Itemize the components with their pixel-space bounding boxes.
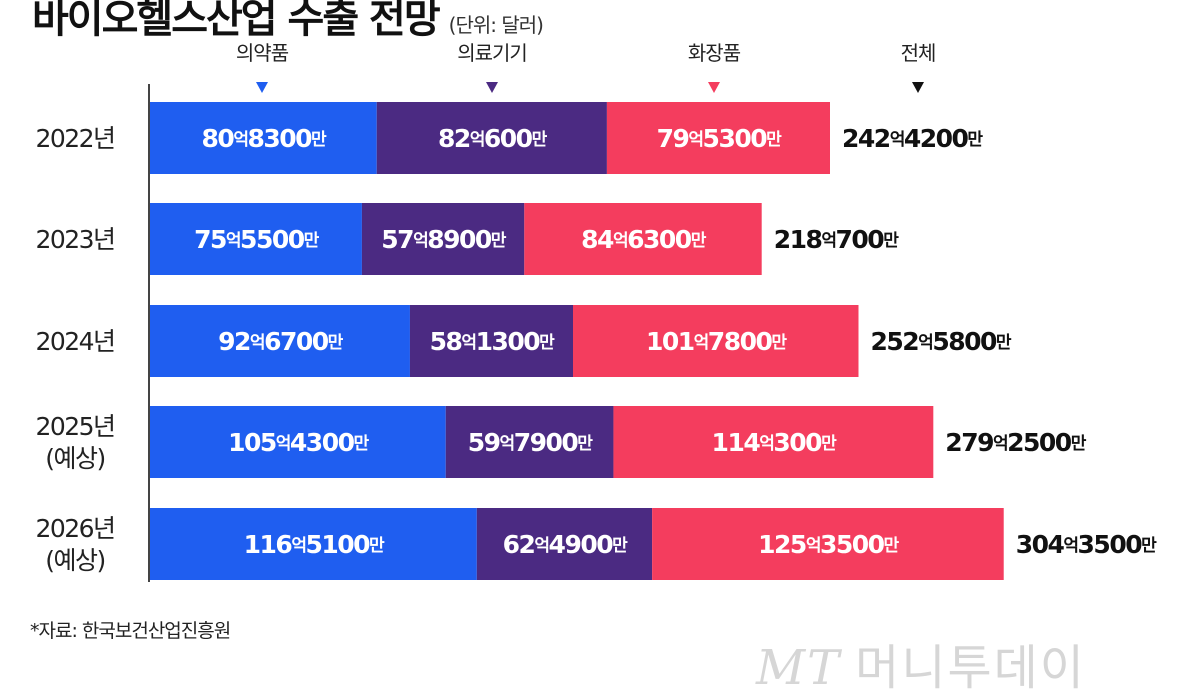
total-label-4: 304억3500만: [1016, 530, 1157, 559]
total-label-3: 279억2500만: [945, 428, 1086, 457]
bar-1-3: [445, 406, 614, 478]
bar-label-0-0: 80억8300만: [202, 124, 328, 153]
bar-0-0: [150, 102, 377, 174]
total-label-2: 252억5800만: [870, 327, 1011, 356]
legend-label-3: 전체: [901, 41, 936, 65]
bar-0-2: [150, 305, 410, 377]
bar-0-3: [150, 406, 446, 478]
bar-label-2-0: 79억5300만: [657, 124, 783, 153]
legend-marker-3: [912, 82, 924, 93]
bar-1-0: [376, 102, 607, 174]
bar-label-1-0: 82억600만: [438, 124, 548, 153]
legend-label-2: 화장품: [688, 41, 741, 65]
bar-label-1-2: 58억1300만: [430, 327, 556, 356]
bar-label-0-4: 116억5100만: [244, 530, 385, 559]
category-labels: 2022년 2023년 2024년 2025년 (예상) 2026년 (예상): [35, 124, 116, 575]
bar-1-2: [409, 305, 574, 377]
legend-marker-2: [708, 82, 720, 93]
category-label-4-0: 2026년: [35, 514, 114, 543]
bar-label-0-3: 105억4300만: [228, 428, 369, 457]
bar-1-4: [476, 508, 653, 580]
watermark-name: 머니투데이: [855, 640, 1086, 696]
category-label-3-1: (예상): [45, 444, 105, 473]
bar-label-2-1: 84억6300만: [581, 225, 707, 254]
watermark-logo: MT: [756, 640, 842, 696]
legend-label-0: 의약품: [236, 41, 289, 65]
category-label-2-0: 2024년: [35, 327, 114, 356]
legend-label-1: 의료기기: [457, 41, 527, 65]
source-note: *자료: 한국보건산업진흥원: [30, 620, 231, 642]
chart-title: 바이오헬스산업 수출 전망: [32, 0, 441, 42]
legend-marker-1: [486, 82, 498, 93]
bar-label-1-1: 57억8900만: [381, 225, 507, 254]
bars: 80억8300만 82억600만 79억5300만 242억4200만 75억5500만…: [150, 102, 1159, 580]
category-label-4-1: (예상): [45, 546, 105, 575]
bar-0-1: [150, 203, 362, 275]
category-label-3-0: 2025년: [35, 412, 114, 441]
legend: 의약품 의료기기 화장품 전체: [236, 41, 936, 93]
bar-0-4: [150, 508, 477, 580]
legend-marker-0: [256, 82, 268, 93]
bar-2-4: [652, 508, 1004, 580]
unit-label: (단위: 달러): [448, 13, 544, 37]
bar-1-1: [361, 203, 525, 275]
bar-label-2-3: 114억300만: [712, 428, 838, 457]
bar-2-2: [573, 305, 859, 377]
stacked-bar-chart: 의약품 의료기기 화장품 전체 80억8300만 82억600만 79억5300만 242억…: [35, 41, 1159, 582]
total-label-0: 242억4200만: [842, 124, 983, 153]
bar-label-0-2: 92억6700만: [218, 327, 344, 356]
bar-label-0-1: 75억5500만: [194, 225, 320, 254]
bar-2-0: [606, 102, 830, 174]
bar-2-3: [613, 406, 934, 478]
bar-label-1-3: 59억7900만: [468, 428, 594, 457]
bar-2-1: [524, 203, 762, 275]
title-row: 바이오헬스산업 수출 전망 (단위: 달러): [32, 0, 544, 44]
bar-label-2-2: 101억7800만: [646, 327, 787, 356]
bar-label-2-4: 125억3500만: [758, 530, 899, 559]
total-label-1: 218억700만: [774, 225, 900, 254]
category-label-0-0: 2022년: [35, 124, 114, 153]
watermark: MT 머니투데이: [756, 628, 1086, 698]
category-label-1-0: 2023년: [35, 225, 114, 254]
bar-label-1-4: 62억4900만: [503, 530, 629, 559]
